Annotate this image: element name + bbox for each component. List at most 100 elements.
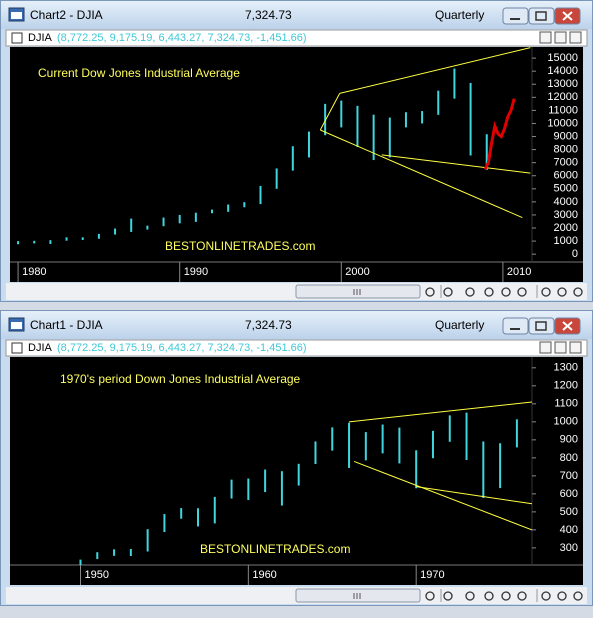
- last-price: 7,324.73: [245, 318, 292, 332]
- y-tick-label: 14000: [547, 65, 578, 77]
- y-tick-label: 9000: [554, 130, 578, 142]
- toolbar-icon[interactable]: [517, 287, 527, 297]
- watermark: BESTONLINETRADES.com: [165, 239, 315, 253]
- chart: 0100020003000400050006000700080009000100…: [17, 47, 578, 282]
- scrollbar-thumb[interactable]: [295, 588, 421, 603]
- panel-button[interactable]: [539, 31, 552, 44]
- y-tick-label: 1000: [554, 235, 578, 247]
- y-tick-label: 1100: [554, 398, 578, 410]
- period: Quarterly: [435, 318, 484, 332]
- trend-line: [319, 93, 341, 131]
- toolbar-icon[interactable]: [484, 287, 494, 297]
- minimize-button[interactable]: [502, 7, 529, 25]
- y-tick-label: 2000: [554, 222, 578, 234]
- x-tick-label: 1960: [252, 569, 276, 581]
- toolbar-icon[interactable]: [557, 591, 567, 601]
- toolbar-icon[interactable]: [517, 591, 527, 601]
- x-tick-label: 1970: [420, 569, 444, 581]
- y-tick-label: 8000: [554, 144, 578, 156]
- toolbar-icon[interactable]: [443, 591, 453, 601]
- legend-row: [5, 339, 588, 357]
- title-bar: [1, 1, 592, 29]
- chart-annotation: Current Dow Jones Industrial Average: [38, 66, 240, 80]
- chart-window: Chart1 - DJIA 7,324.73 Quarterly DJIA (8,772…: [0, 310, 593, 606]
- app-icon-inner: [11, 12, 22, 19]
- panel-button[interactable]: [539, 341, 552, 354]
- y-tick-label: 15000: [547, 52, 578, 64]
- toolbar-icon[interactable]: [425, 287, 435, 297]
- y-tick-label: 5000: [554, 183, 578, 195]
- toolbar-icon[interactable]: [501, 287, 511, 297]
- toolbar-icon[interactable]: [573, 287, 583, 297]
- toolbar-icon[interactable]: [465, 287, 475, 297]
- chart-window: Chart2 - DJIA 7,324.73 Quarterly DJIA (8,772…: [0, 0, 593, 302]
- maximize-button[interactable]: [528, 317, 555, 335]
- y-tick-label: 900: [560, 434, 578, 446]
- trend-line: [416, 486, 532, 505]
- toolbar-icon[interactable]: [443, 287, 453, 297]
- x-tick-label: 2010: [507, 266, 531, 278]
- maximize-button[interactable]: [528, 7, 555, 25]
- x-tick-label: 1980: [22, 266, 46, 278]
- legend-icon: [11, 342, 23, 354]
- x-tick-label: 2000: [345, 266, 369, 278]
- watermark: BESTONLINETRADES.com: [200, 542, 350, 556]
- legend-values: (8,772.25, 9,175.19, 6,443.27, 7,324.73,…: [57, 342, 307, 354]
- y-tick-label: 6000: [554, 170, 578, 182]
- legend-icon: [11, 32, 23, 44]
- panel-button[interactable]: [569, 341, 582, 354]
- trend-line: [320, 129, 523, 219]
- y-tick-label: 7000: [554, 157, 578, 169]
- y-tick-label: 600: [560, 488, 578, 500]
- toolbar-icon[interactable]: [557, 287, 567, 297]
- toolbar-icon[interactable]: [573, 591, 583, 601]
- trend-line: [353, 460, 532, 531]
- maximize-glyph: [535, 321, 547, 331]
- panel-button[interactable]: [554, 341, 567, 354]
- maximize-glyph: [535, 11, 547, 21]
- trend-line: [348, 401, 532, 423]
- trend-line: [339, 47, 531, 94]
- x-tick-label: 1990: [184, 266, 208, 278]
- scrollbar-thumb[interactable]: [295, 284, 421, 299]
- y-tick-label: 700: [560, 470, 578, 482]
- close-glyph: [562, 11, 573, 21]
- plot-layer: [79, 401, 532, 565]
- trend-line: [381, 154, 531, 174]
- overlay-line: [483, 98, 516, 170]
- y-tick-label: 12000: [547, 91, 578, 103]
- y-tick-label: 1300: [554, 362, 578, 374]
- chart-annotation: 1970's period Down Jones Industrial Aver…: [60, 372, 301, 386]
- y-tick-label: 300: [560, 542, 578, 554]
- legend-name: DJIA: [28, 342, 53, 354]
- y-tick-label: 1000: [554, 416, 578, 428]
- toolbar-icon[interactable]: [541, 287, 551, 297]
- y-tick-label: 1200: [554, 380, 578, 392]
- y-tick-label: 0: [572, 248, 578, 260]
- minimize-button[interactable]: [502, 317, 529, 335]
- y-tick-label: 800: [560, 452, 578, 464]
- toolbar-icon[interactable]: [541, 591, 551, 601]
- title-bar: [1, 311, 592, 339]
- x-tick-label: 1950: [84, 569, 108, 581]
- y-tick-label: 4000: [554, 196, 578, 208]
- last-price: 7,324.73: [245, 8, 292, 22]
- legend-row: [5, 29, 588, 47]
- panel-button[interactable]: [569, 31, 582, 44]
- panel-button[interactable]: [554, 31, 567, 44]
- close-glyph: [562, 321, 573, 331]
- chart: 300 400 500 600 700 800 900 1000 1100 1200 1300 195…: [60, 362, 578, 585]
- legend-name: DJIA: [28, 32, 53, 44]
- y-tick-label: 11000: [548, 104, 578, 116]
- window-title: Chart1 - DJIA: [30, 318, 103, 332]
- toolbar-icon[interactable]: [501, 591, 511, 601]
- legend-values: (8,772.25, 9,175.19, 6,443.27, 7,324.73,…: [57, 32, 307, 44]
- toolbar-icon[interactable]: [484, 591, 494, 601]
- toolbar-icon[interactable]: [465, 591, 475, 601]
- y-tick-label: 13000: [547, 78, 578, 90]
- toolbar-icon[interactable]: [425, 591, 435, 601]
- y-tick-label: 500: [560, 506, 578, 518]
- period: Quarterly: [435, 8, 484, 22]
